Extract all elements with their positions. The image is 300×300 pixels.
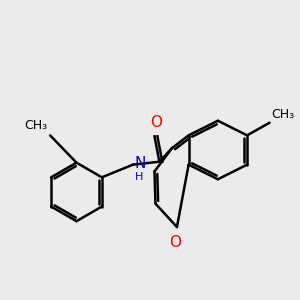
- Text: CH₃: CH₃: [272, 108, 295, 121]
- Text: O: O: [150, 115, 162, 130]
- Text: CH₃: CH₃: [24, 119, 47, 132]
- Text: H: H: [135, 172, 143, 182]
- Text: N: N: [134, 156, 146, 171]
- Text: O: O: [169, 235, 181, 250]
